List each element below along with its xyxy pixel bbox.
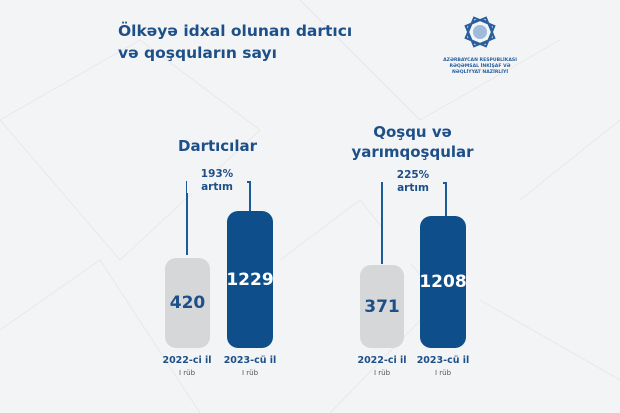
bar-value-label: 1208 bbox=[419, 272, 467, 292]
x-label: 2022-ci il bbox=[162, 355, 212, 366]
x-label: 2022-ci il bbox=[357, 355, 407, 366]
page-title: Ölkəyə idxal olunan dartıcı və qoşquları… bbox=[118, 20, 352, 64]
chart-title-tractors: Dartıcılar bbox=[178, 137, 257, 155]
bar-2022: 420 bbox=[165, 258, 210, 348]
x-label: 2023-cü il bbox=[416, 355, 470, 366]
logo-line-1: AZƏRBAYCAN RESPUBLİKASI bbox=[443, 58, 517, 63]
chart-title-line-2: yarımqoşqular bbox=[351, 143, 474, 161]
x-sublabel: I rüb bbox=[434, 369, 452, 377]
bar-2022: 371 bbox=[360, 265, 404, 348]
growth-label: 193% artım bbox=[187, 168, 247, 193]
bar-value-label: 371 bbox=[364, 296, 400, 317]
bar-2023: 1229 bbox=[226, 211, 274, 348]
growth-percent: 225% bbox=[396, 169, 430, 181]
logo-line-3: NƏQLİYYAT NAZİRLİYİ bbox=[451, 70, 509, 75]
bar-value-label: 420 bbox=[169, 293, 206, 313]
growth-percent: 193% bbox=[200, 168, 234, 180]
growth-text: artım bbox=[201, 180, 233, 193]
x-sublabel: I rüb bbox=[178, 369, 196, 377]
title-line-1: Ölkəyə idxal olunan dartıcı bbox=[118, 22, 353, 40]
growth-label: 225% artım bbox=[383, 169, 443, 194]
ministry-logo: AZƏRBAYCAN RESPUBLİKASI RƏQƏMSAL İNKİŞAF… bbox=[440, 12, 520, 76]
x-sublabel: I rüb bbox=[373, 369, 391, 377]
chart-title-line-1: Qoşqu və bbox=[373, 123, 452, 141]
logo-line-2: RƏQƏMSAL İNKİŞAF VƏ bbox=[449, 64, 511, 69]
bar-2023: 1208 bbox=[419, 216, 467, 348]
x-sublabel: I rüb bbox=[241, 369, 259, 377]
growth-text: artım bbox=[397, 181, 429, 194]
title-line-2: və qoşquların sayı bbox=[118, 44, 277, 62]
x-label: 2023-cü il bbox=[223, 355, 277, 366]
chart-title-trailers: Qoşqu və yarımqoşqular bbox=[340, 122, 485, 162]
ministry-name: AZƏRBAYCAN RESPUBLİKASI RƏQƏMSAL İNKİŞAF… bbox=[440, 58, 520, 76]
bar-value-label: 1229 bbox=[226, 269, 274, 290]
ministry-emblem-icon bbox=[464, 16, 496, 48]
